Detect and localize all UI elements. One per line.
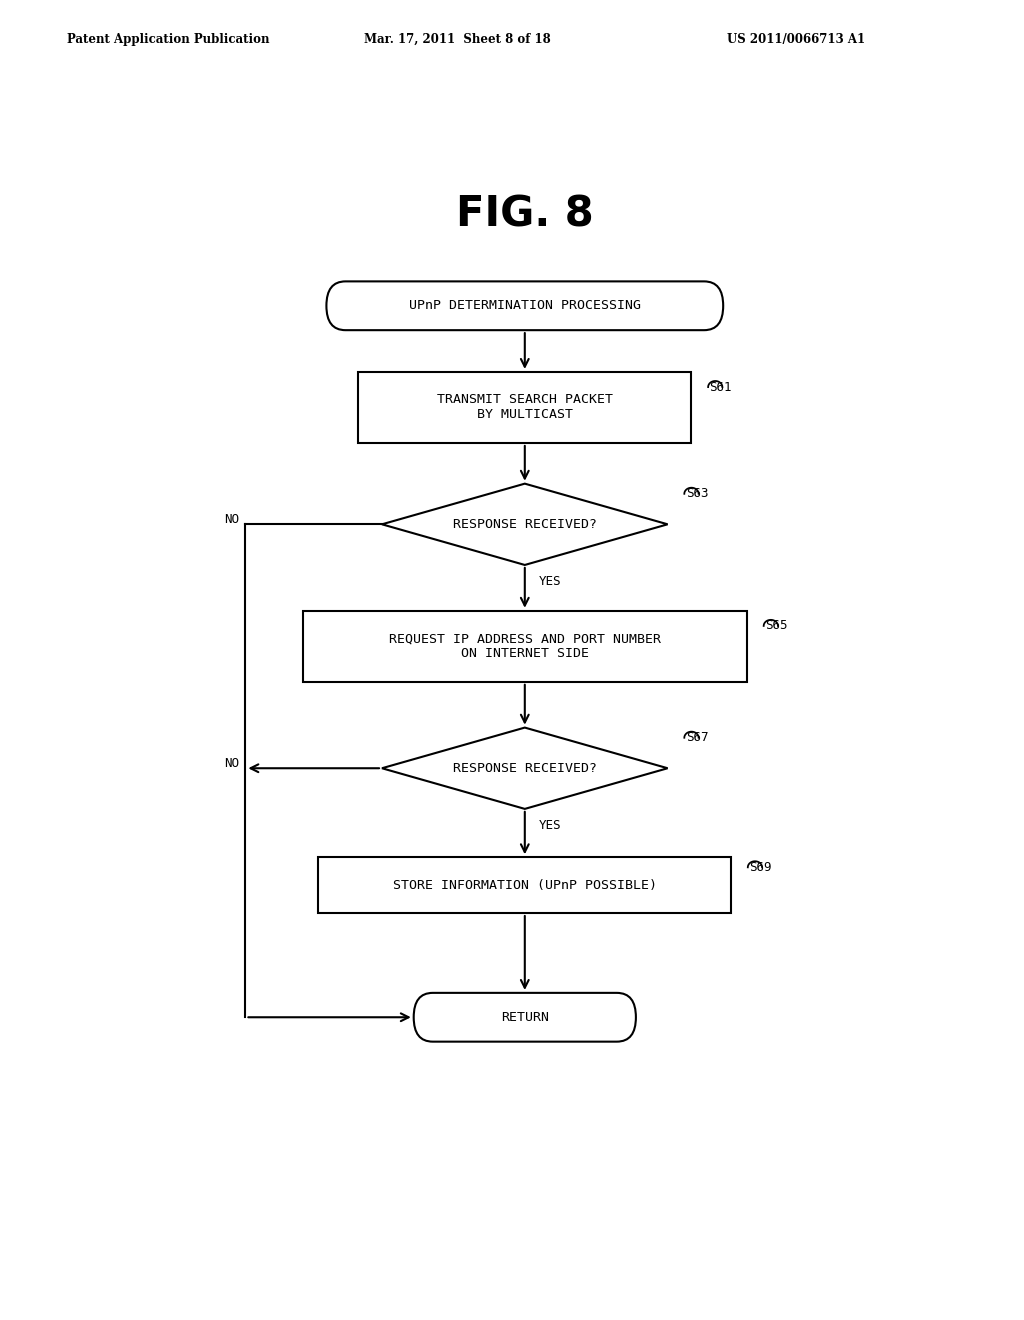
Text: NO: NO [224,512,239,525]
Text: UPnP DETERMINATION PROCESSING: UPnP DETERMINATION PROCESSING [409,300,641,313]
Text: REQUEST IP ADDRESS AND PORT NUMBER
ON INTERNET SIDE: REQUEST IP ADDRESS AND PORT NUMBER ON IN… [389,632,660,660]
Text: S67: S67 [686,731,709,744]
Bar [358,372,691,444]
Text: US 2011/0066713 A1: US 2011/0066713 A1 [727,33,865,46]
Text: YES: YES [539,818,561,832]
Polygon shape [382,483,668,565]
Bar [318,857,731,913]
FancyBboxPatch shape [414,993,636,1041]
Text: S61: S61 [710,380,732,393]
Text: TRANSMIT SEARCH PACKET
BY MULTICAST: TRANSMIT SEARCH PACKET BY MULTICAST [437,393,612,421]
Text: STORE INFORMATION (UPnP POSSIBLE): STORE INFORMATION (UPnP POSSIBLE) [393,879,656,891]
Text: S65: S65 [765,619,787,632]
Text: S63: S63 [686,487,709,500]
Text: FIG. 8: FIG. 8 [456,193,594,235]
Text: Patent Application Publication: Patent Application Publication [67,33,269,46]
FancyBboxPatch shape [327,281,723,330]
Text: RESPONSE RECEIVED?: RESPONSE RECEIVED? [453,517,597,531]
Text: Mar. 17, 2011  Sheet 8 of 18: Mar. 17, 2011 Sheet 8 of 18 [364,33,550,46]
Bar [303,611,748,682]
Text: RESPONSE RECEIVED?: RESPONSE RECEIVED? [453,762,597,775]
Text: NO: NO [224,756,239,770]
Text: S69: S69 [750,861,772,874]
Text: YES: YES [539,576,561,589]
Polygon shape [382,727,668,809]
Text: RETURN: RETURN [501,1011,549,1024]
